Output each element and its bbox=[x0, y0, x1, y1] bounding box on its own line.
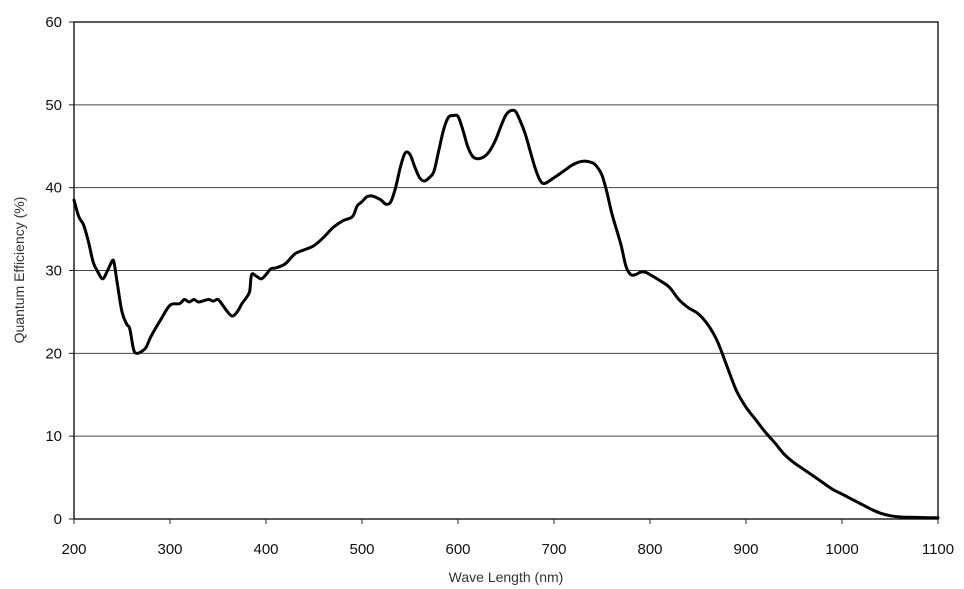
x-tick-label: 1100 bbox=[922, 541, 954, 558]
x-tick-label: 200 bbox=[61, 541, 86, 558]
x-tick-label: 800 bbox=[637, 541, 662, 558]
y-tick-label: 50 bbox=[45, 97, 62, 114]
y-tick-label: 30 bbox=[45, 263, 62, 280]
x-tick-label: 400 bbox=[253, 541, 278, 558]
x-tick-label: 1000 bbox=[825, 541, 858, 558]
x-tick-label: 500 bbox=[349, 541, 374, 558]
x-tick-label: 300 bbox=[157, 541, 182, 558]
x-tick-label: 600 bbox=[445, 541, 470, 558]
y-tick-label: 10 bbox=[45, 428, 62, 445]
y-axis: 0 10 20 30 40 50 60 bbox=[45, 14, 74, 528]
x-tick-label: 900 bbox=[733, 541, 758, 558]
y-tick-label: 40 bbox=[45, 180, 62, 197]
x-axis-title: Wave Length (nm) bbox=[449, 569, 564, 585]
y-tick-label: 60 bbox=[45, 14, 62, 31]
x-tick-label: 700 bbox=[541, 541, 566, 558]
x-axis: 200 300 400 500 600 700 800 900 1000 1100 bbox=[61, 519, 954, 558]
series-line bbox=[72, 108, 940, 520]
y-tick-label: 0 bbox=[54, 511, 62, 528]
y-tick-label: 20 bbox=[45, 345, 62, 362]
y-axis-title: Quantum Efficiency (%) bbox=[11, 197, 27, 344]
